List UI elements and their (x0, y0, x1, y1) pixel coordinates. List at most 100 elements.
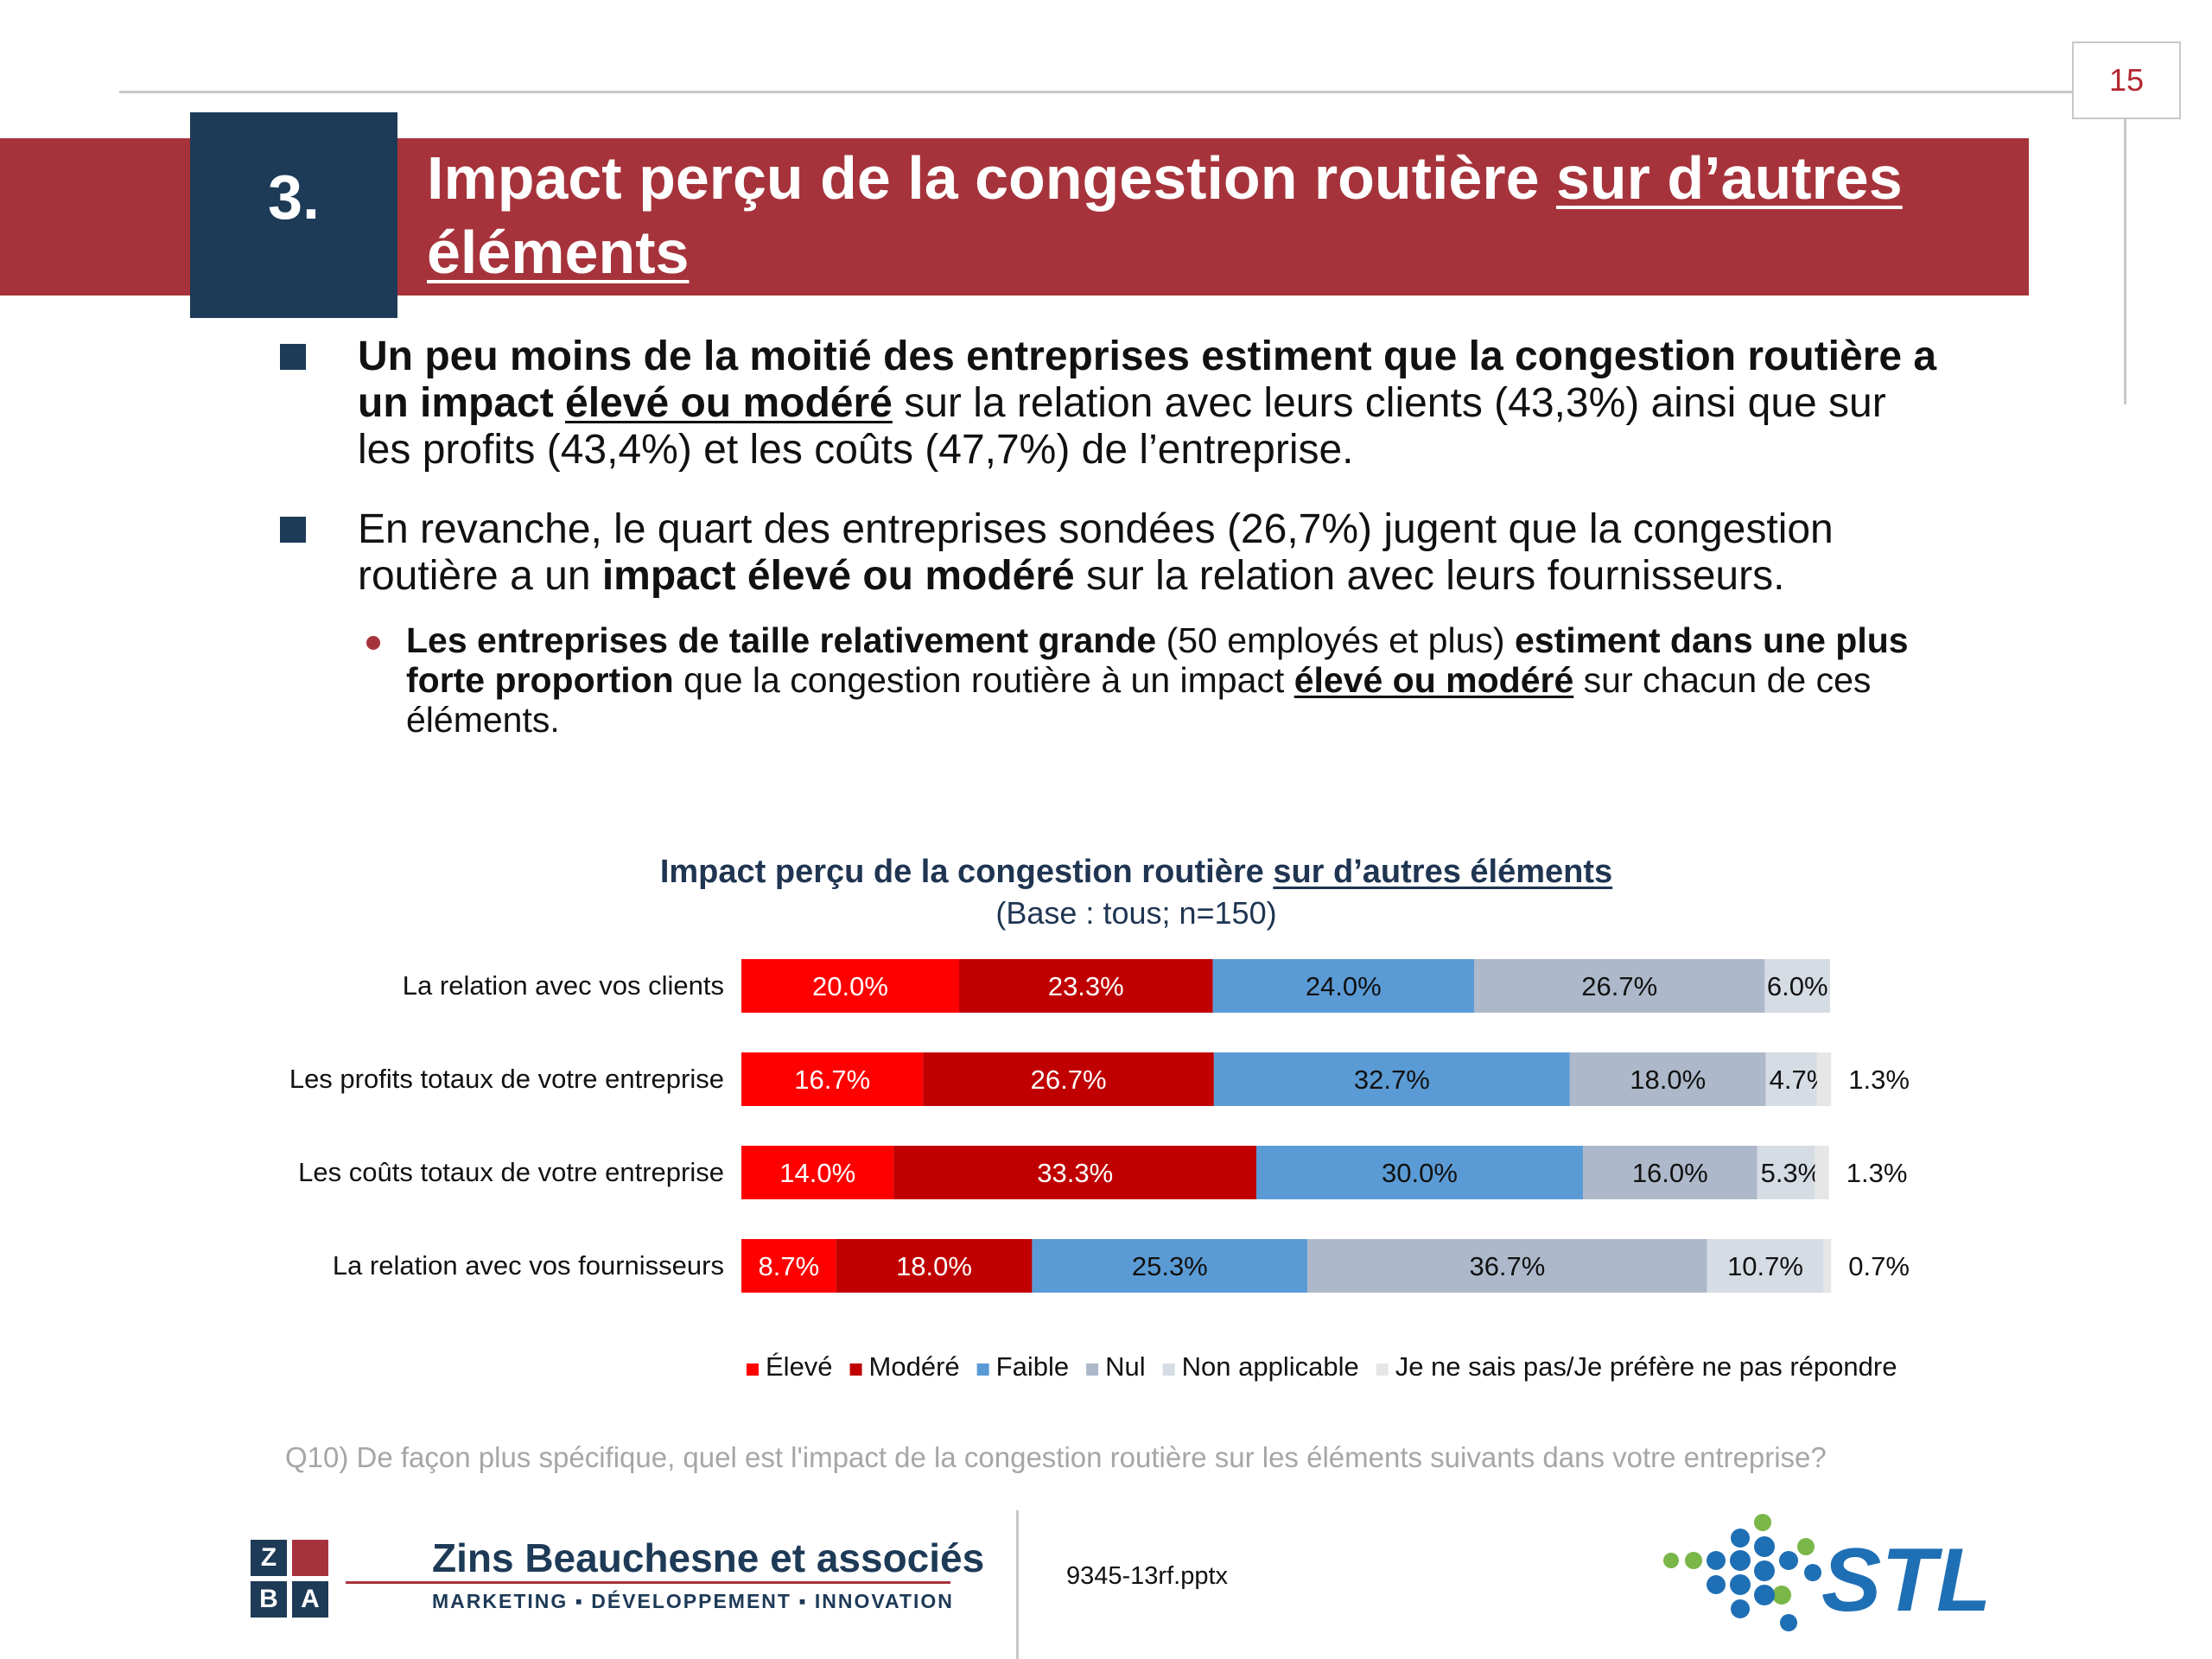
sub-bullet-dot-icon (366, 636, 380, 650)
data-label: 0.7% (1848, 1251, 1910, 1281)
legend-swatch (747, 1363, 759, 1376)
sub-bullet-text-3: sur chacun de ces (1573, 660, 1872, 700)
bar-segment (1823, 1239, 1832, 1293)
bullet-2-text-2: routière a un (358, 553, 602, 599)
data-label: 18.0% (896, 1251, 972, 1281)
legend-label: Je ne sais pas/Je préfère ne pas répondr… (1395, 1351, 1897, 1382)
legend-swatch (1376, 1363, 1389, 1376)
bar-segment (1816, 1052, 1832, 1106)
sub-bullet: Les entreprises de taille relativement g… (406, 620, 2082, 740)
data-label: 16.7% (794, 1065, 870, 1095)
right-rule (2124, 119, 2126, 404)
zba-letter-b: B (251, 1581, 287, 1618)
zba-red-square (292, 1540, 328, 1576)
stl-dots-icon (1663, 1514, 1821, 1631)
chart-subtitle: (Base : tous; n=150) (995, 895, 1277, 931)
legend-label: Nul (1105, 1351, 1146, 1382)
company-tagline: MARKETING ▪ DÉVELOPPEMENT ▪ INNOVATION (432, 1590, 954, 1612)
sub-bullet-bold-3: forte proportion (406, 660, 674, 700)
bullet-1-text-2: les profits (43,4%) et les coûts (47,7%)… (358, 427, 1354, 473)
category-label: La relation avec vos fournisseurs (333, 1250, 724, 1281)
zba-letter-z: Z (251, 1540, 287, 1576)
question-footnote: Q10) De façon plus spécifique, quel est … (285, 1441, 1827, 1473)
top-rule (119, 91, 2072, 93)
bar-segment (1582, 1146, 1758, 1199)
bar-segment (1032, 1239, 1308, 1293)
data-label: 23.3% (1048, 971, 1124, 1001)
bullet-1-bold-2: un impact (358, 380, 566, 426)
sub-bullet-bold: Les entreprises de taille relativement g… (406, 620, 1157, 660)
data-label: 8.7% (758, 1251, 819, 1281)
bar-segment (1765, 1052, 1817, 1106)
category-label: La relation avec vos clients (403, 970, 724, 1001)
sub-bullet-text-4: éléments. (406, 700, 560, 740)
chart-title-main: Impact perçu de la congestion routière (659, 854, 1274, 890)
legend-label: Modéré (869, 1351, 960, 1382)
sub-bullet-emphasis: élevé ou modéré (1294, 660, 1574, 700)
bar-segment (1212, 959, 1474, 1013)
bullet-2-text-3: sur la relation avec leurs fournisseurs. (1074, 553, 1785, 599)
footer-separator (1016, 1510, 1019, 1659)
stacked-bar-chart: La relation avec vos clients 20.0% 23.3% 24… (289, 959, 1910, 1382)
bar-segment (1569, 1052, 1766, 1106)
data-label: 1.3% (1847, 1158, 1908, 1188)
category-label: Les profits totaux de votre entreprise (289, 1064, 724, 1094)
company-name: Zins Beauchesne et associés (432, 1535, 985, 1580)
bar-segment (741, 1146, 894, 1199)
legend-swatch (1162, 1363, 1175, 1376)
bar-segment (959, 959, 1213, 1013)
file-name: 9345-13rf.pptx (1066, 1562, 1229, 1590)
page-number: 15 (2072, 41, 2181, 119)
section-number: 3. (190, 112, 397, 318)
sub-bullet-text: (50 employés et plus) (1156, 620, 1515, 660)
bar-segment (741, 1052, 924, 1106)
legend-swatch (849, 1363, 862, 1376)
bar-segment (893, 1146, 1256, 1199)
bullet-1-text: sur la relation avec leurs clients (43,3… (892, 380, 1886, 426)
bar-segment (1764, 959, 1830, 1013)
bar-segment (741, 1239, 836, 1293)
category-label: Les coûts totaux de votre entreprise (298, 1157, 724, 1187)
legend-swatch (1086, 1363, 1099, 1376)
data-label: 36.7% (1469, 1251, 1545, 1281)
bar-segment (1815, 1146, 1829, 1199)
bullet-2: En revanche, le quart des entreprises so… (358, 506, 2069, 600)
data-label: 6.0% (1767, 971, 1828, 1001)
bullet-square-icon (280, 344, 306, 370)
data-label: 1.3% (1848, 1065, 1910, 1095)
bar-segment (1213, 1052, 1570, 1106)
legend-label: Élevé (766, 1351, 833, 1382)
data-label: 26.7% (1581, 971, 1657, 1001)
bullet-square-icon (280, 517, 306, 543)
bullet-2-text: En revanche, le quart des entreprises so… (358, 506, 1834, 552)
data-label: 5.3% (1761, 1158, 1822, 1188)
legend-label: Faible (996, 1351, 1069, 1382)
bar-segment (923, 1052, 1214, 1106)
company-rule (346, 1581, 950, 1584)
page-title: Impact perçu de la congestion routière s… (427, 141, 2017, 289)
legend-label: Non applicable (1182, 1351, 1359, 1382)
chart-title-underlined: sur d’autres éléments (1273, 854, 1613, 890)
data-label: 30.0% (1382, 1158, 1458, 1188)
data-label: 20.0% (812, 971, 888, 1001)
bar-segment (836, 1239, 1033, 1293)
sub-bullet-text-2: que la congestion routière à un impact (673, 660, 1294, 700)
bullet-2-bold: impact élevé ou modéré (601, 553, 1075, 599)
chart-title: Impact perçu de la congestion routière s… (518, 854, 1754, 891)
data-label: 10.7% (1727, 1251, 1803, 1281)
bar-segment (1707, 1239, 1824, 1293)
title-main: Impact perçu de la congestion routière (427, 144, 1556, 212)
data-label: 16.0% (1632, 1158, 1708, 1188)
bullet-1-bold: Un peu moins de la moitié des entreprise… (358, 334, 1937, 379)
data-label: 26.7% (1031, 1065, 1107, 1095)
legend-swatch (976, 1363, 989, 1376)
bar-segment (1307, 1239, 1707, 1293)
data-label: 14.0% (779, 1158, 855, 1188)
title-underlined-2: éléments (427, 219, 690, 286)
data-label: 33.3% (1037, 1158, 1113, 1188)
bar-segment (741, 959, 959, 1013)
bar-segment (1473, 959, 1765, 1013)
bullet-1: Un peu moins de la moitié des entreprise… (358, 334, 2069, 474)
bullet-1-emphasis: élevé ou modéré (565, 380, 893, 426)
data-label: 25.3% (1132, 1251, 1208, 1281)
